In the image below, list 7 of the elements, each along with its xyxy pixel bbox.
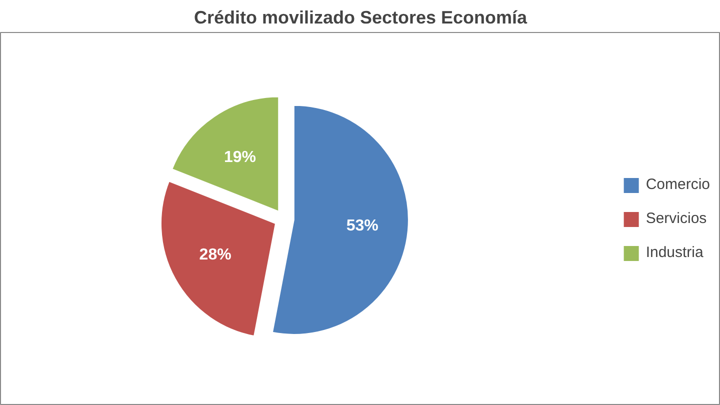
data-label: 28% (199, 246, 232, 264)
data-label: 53% (346, 218, 378, 235)
legend-label: Servicios (646, 210, 707, 227)
legend-label: Industria (646, 244, 704, 261)
legend-label: Comercio (646, 176, 710, 193)
data-label: 19% (224, 148, 256, 166)
chart-title: Crédito movilizado Sectores Economía (194, 8, 528, 28)
